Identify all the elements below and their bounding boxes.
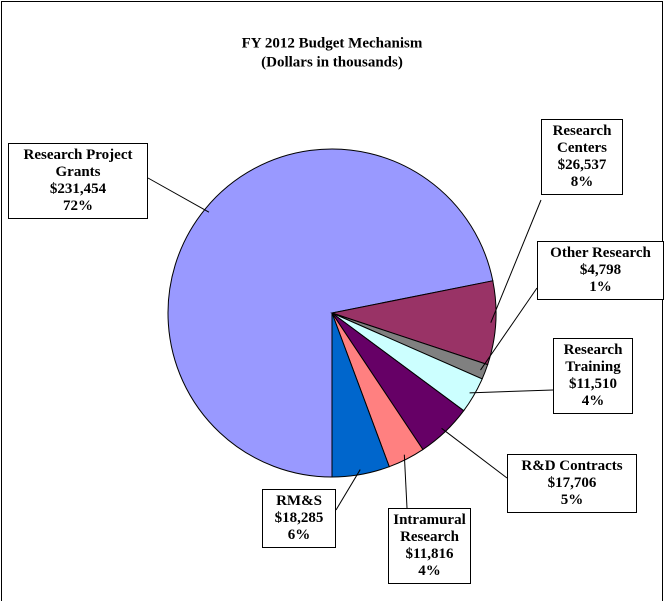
chart-title: FY 2012 Budget Mechanism	[242, 35, 423, 51]
percentage-label: 72%	[63, 198, 93, 214]
leader-line	[403, 454, 408, 509]
leader-line	[441, 427, 508, 479]
category: RM&S	[276, 493, 322, 509]
slice-label: Research Centers $26,537 8%	[541, 119, 623, 195]
slice-label: R&D Contracts $17,706 5%	[507, 454, 637, 513]
leader-line	[490, 199, 542, 323]
category: Intramural Research	[393, 512, 466, 545]
category: R&D Contracts	[521, 458, 623, 474]
slice-label: Research Training $11,510 4%	[553, 338, 633, 414]
category: Research Centers	[552, 123, 612, 156]
percentage-label: 4%	[418, 563, 441, 579]
value-label: $18,285	[274, 510, 324, 526]
leader-line	[335, 469, 361, 511]
category: Research Training	[563, 342, 623, 375]
pie-slice	[167, 148, 494, 478]
percentage-label: 8%	[570, 174, 594, 190]
slice-label: RM&S $18,285 6%	[262, 489, 336, 548]
leader-line	[469, 389, 554, 394]
pie-slice	[331, 312, 390, 478]
value-label: $17,706	[547, 475, 597, 491]
category: Research Project Grants	[23, 147, 133, 180]
slice-label: Research Project Grants $231,454 72%	[8, 143, 148, 219]
leader-line	[147, 177, 210, 213]
slice-label: Other Research $4,798 1%	[537, 241, 664, 300]
value-label: $26,537	[557, 157, 607, 173]
slice-label: Intramural Research $11,816 4%	[388, 508, 471, 584]
value-label: $231,454	[49, 181, 107, 197]
value-label: $4,798	[579, 262, 622, 278]
percentage-label: 4%	[581, 393, 605, 409]
leader-line	[480, 287, 538, 371]
category: Other Research	[550, 245, 651, 261]
percentage-label: 1%	[589, 279, 612, 295]
value-label: $11,510	[569, 376, 617, 392]
percentage-label: 5%	[560, 492, 584, 508]
percentage-label: 6%	[287, 527, 311, 543]
chart-subtitle: (Dollars in thousands)	[261, 54, 403, 70]
value-label: $11,816	[405, 546, 454, 562]
